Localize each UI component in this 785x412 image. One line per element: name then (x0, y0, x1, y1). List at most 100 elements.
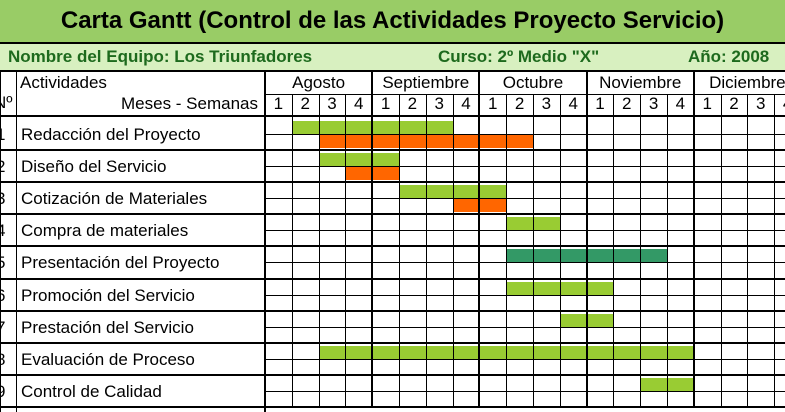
activity-name: Compra de materiales (21, 221, 189, 241)
row-half-line (265, 198, 785, 200)
table-left-edge (0, 72, 1, 412)
activity-number: 9 (0, 381, 6, 401)
week-divider-header (693, 94, 695, 115)
week-start-line (264, 72, 266, 412)
week-divider (640, 115, 642, 408)
month-header: Septiembre (382, 73, 470, 92)
week-divider (747, 115, 749, 408)
row-bottom-line (0, 373, 785, 376)
activity-number: 3 (0, 189, 6, 209)
row-half-line (265, 294, 785, 296)
week-header: 4 (774, 94, 785, 114)
week-header: 1 (488, 94, 498, 113)
activity-name: Promoción del Servicio (21, 285, 195, 305)
activity-name: Redacción del Proyecto (21, 125, 201, 144)
month-divider (371, 72, 374, 115)
week-header: 3 (541, 94, 552, 113)
week-header: 2 (300, 94, 310, 113)
week-divider (425, 115, 427, 408)
info-bar: Nombre del Equipo: Los Triunfadores Curs… (0, 44, 785, 72)
row-half-line (265, 390, 785, 392)
row-half-line (265, 358, 785, 360)
week-divider (399, 115, 400, 408)
week-divider (585, 115, 588, 408)
activity-name: Control de Calidad (21, 381, 162, 401)
activity-name: Diseño del Servicio (21, 157, 167, 177)
row-bottom-line (0, 405, 785, 408)
week-divider (533, 115, 534, 408)
month-header: Diciembre (709, 73, 785, 92)
week-divider (720, 115, 722, 408)
chart-title: Carta Gantt (Control de las Actividades … (0, 0, 785, 44)
row-bottom-line (0, 341, 785, 344)
header-bottom-line (0, 115, 785, 117)
activity-name: Cotización de Materiales (21, 189, 208, 209)
week-divider-header (559, 94, 561, 115)
week-divider (692, 115, 695, 408)
week-divider-header (640, 94, 642, 115)
week-divider (318, 115, 320, 408)
week-header: 4 (568, 94, 578, 113)
week-divider (345, 115, 347, 408)
week-header: 4 (354, 94, 364, 113)
week-divider-header (774, 94, 776, 115)
gantt-bar-planned (640, 377, 694, 391)
week-divider-header (613, 94, 615, 115)
header-top-line (0, 71, 785, 72)
month-divider (585, 72, 588, 115)
week-divider-header (479, 94, 481, 115)
row-half-line (265, 262, 785, 264)
week-header: 1 (273, 94, 284, 113)
row-half-line (265, 166, 785, 168)
week-header: 3 (756, 94, 766, 113)
header-no: Nº (0, 93, 13, 112)
header-months-weeks: Meses - Semanas (121, 94, 258, 113)
header-mid-line (265, 94, 785, 95)
week-divider (506, 115, 508, 408)
week-header: 3 (648, 94, 659, 113)
year-label: Año: 2008 (688, 47, 770, 66)
month-header: Agosto (292, 73, 346, 92)
row-half-line (265, 134, 785, 135)
week-header: 3 (434, 94, 444, 113)
week-header: 4 (675, 94, 686, 113)
week-divider-header (586, 94, 588, 115)
week-divider (774, 115, 776, 408)
month-divider (692, 72, 695, 115)
week-divider (478, 115, 481, 408)
activity-col-line (16, 72, 17, 412)
week-divider (371, 115, 374, 408)
month-header: Noviembre (599, 73, 682, 92)
week-divider-header (345, 94, 347, 115)
week-divider-header (747, 94, 749, 115)
row-bottom-line (0, 213, 785, 216)
week-divider-header (425, 94, 427, 115)
activity-number: 7 (0, 317, 6, 337)
course-label: Curso: 2º Medio "X" (438, 47, 600, 66)
week-divider (291, 115, 293, 408)
row-bottom-line (0, 181, 785, 184)
week-header: 3 (327, 94, 337, 113)
week-divider (613, 115, 615, 408)
activity-number: 8 (0, 349, 6, 369)
row-bottom-line (0, 277, 785, 280)
week-header: 2 (407, 94, 418, 113)
row-bottom-line (0, 245, 785, 248)
week-divider (559, 115, 561, 408)
activity-name: Prestación del Servicio (21, 317, 194, 337)
team-name: Nombre del Equipo: Los Triunfadores (8, 47, 313, 66)
week-header: 2 (729, 94, 739, 113)
gantt-bar-planned (506, 217, 560, 231)
row-bottom-line (0, 309, 785, 312)
row-half-line (265, 230, 785, 232)
week-divider-header (291, 94, 293, 115)
row-half-line (265, 326, 785, 328)
activity-name: Evaluación de Proceso (21, 349, 195, 369)
week-divider (667, 115, 668, 408)
week-divider-header (452, 94, 454, 115)
week-header: 1 (380, 94, 391, 113)
week-header: 1 (702, 94, 712, 113)
week-divider (452, 115, 454, 408)
row-bottom-line (0, 149, 785, 152)
week-divider-header (533, 94, 534, 115)
